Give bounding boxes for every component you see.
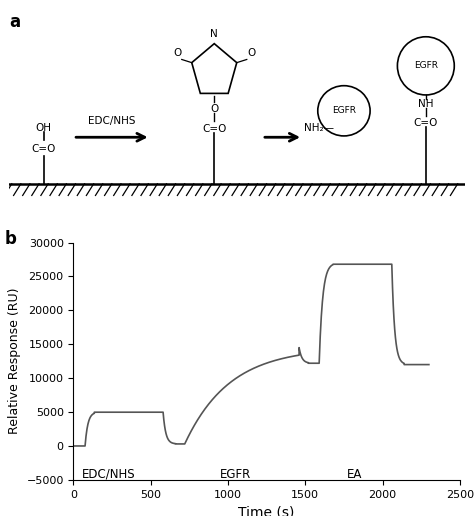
Text: C=O: C=O bbox=[202, 123, 227, 134]
Text: EGFR: EGFR bbox=[332, 106, 356, 115]
Text: O: O bbox=[210, 104, 219, 114]
Text: a: a bbox=[9, 13, 20, 31]
Text: C=O: C=O bbox=[31, 144, 56, 154]
Text: EA: EA bbox=[347, 467, 363, 481]
Text: EGFR: EGFR bbox=[414, 61, 438, 70]
Y-axis label: Relative Response (RU): Relative Response (RU) bbox=[8, 288, 21, 434]
Text: N: N bbox=[210, 29, 218, 39]
Text: EDC/NHS: EDC/NHS bbox=[88, 116, 136, 125]
Text: NH₂—: NH₂— bbox=[304, 123, 334, 133]
Text: C=O: C=O bbox=[414, 118, 438, 127]
Text: O: O bbox=[173, 49, 182, 58]
Text: b: b bbox=[5, 230, 17, 248]
Text: OH: OH bbox=[36, 123, 52, 133]
Text: O: O bbox=[247, 49, 255, 58]
Text: NH: NH bbox=[418, 99, 434, 109]
Text: EDC/NHS: EDC/NHS bbox=[82, 467, 136, 481]
X-axis label: Time (s): Time (s) bbox=[238, 505, 295, 516]
Text: EGFR: EGFR bbox=[220, 467, 251, 481]
